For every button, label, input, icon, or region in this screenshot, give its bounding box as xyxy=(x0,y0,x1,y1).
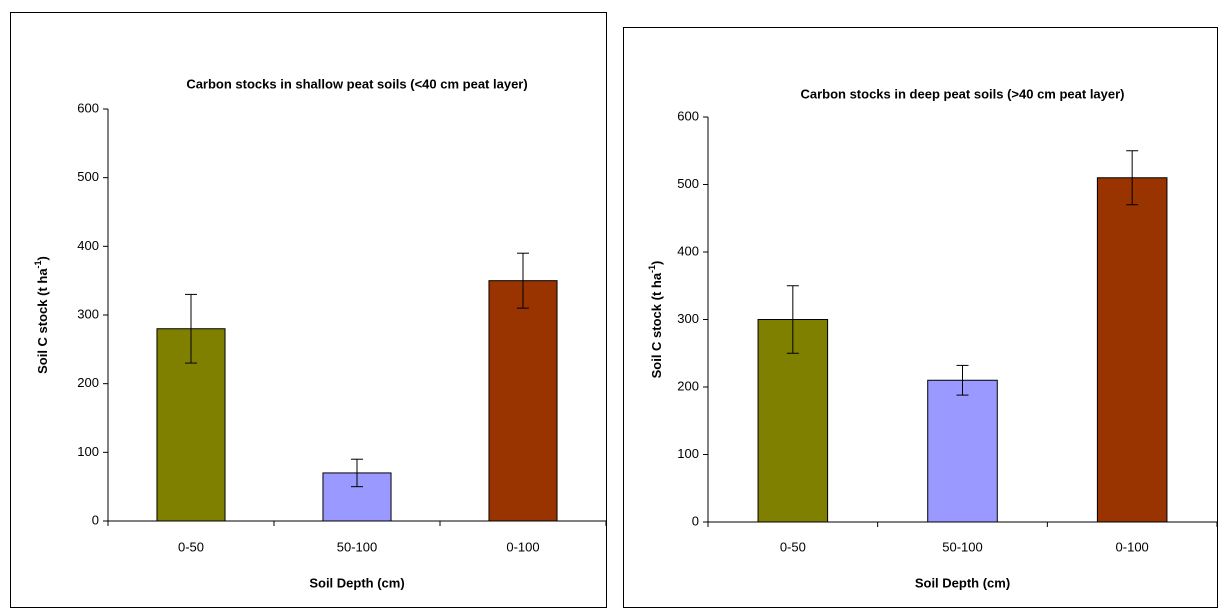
x-tick-label: 0-100 xyxy=(506,539,539,554)
x-tick-label: 0-50 xyxy=(178,539,204,554)
x-axis-title: Soil Depth (cm) xyxy=(309,575,404,590)
x-tick-label: 50-100 xyxy=(942,539,982,554)
y-tick-label: 100 xyxy=(77,444,99,459)
y-axis-title-sup: -1 xyxy=(33,260,43,268)
x-axis-title: Soil Depth (cm) xyxy=(915,575,1010,590)
chart-title: Carbon stocks in deep peat soils (>40 cm… xyxy=(800,86,1124,101)
y-tick-label: 400 xyxy=(77,238,99,253)
chart: Carbon stocks in deep peat soils (>40 cm… xyxy=(623,27,1218,608)
error-bar xyxy=(185,293,197,364)
y-tick-label: 0 xyxy=(92,512,99,527)
y-axis-title: Soil C stock (t ha-1) xyxy=(33,256,50,374)
error-bar xyxy=(1126,150,1139,206)
y-tick-label: 600 xyxy=(77,100,99,115)
y-tick-label: 400 xyxy=(677,243,699,258)
y-tick-label: 100 xyxy=(677,446,699,461)
error-bar xyxy=(517,252,529,309)
y-axis-title-text: Soil C stock (t ha xyxy=(649,272,664,378)
x-tick-label: 50-100 xyxy=(337,539,377,554)
bar xyxy=(322,472,392,522)
y-tick-label: 300 xyxy=(77,306,99,321)
y-axis-title-end: ) xyxy=(649,261,664,265)
y-tick-label: 300 xyxy=(677,311,699,326)
chart-title: Carbon stocks in shallow peat soils (<40… xyxy=(186,76,527,91)
y-tick-label: 500 xyxy=(77,169,99,184)
error-bar xyxy=(956,364,969,396)
y-axis-title-sup: -1 xyxy=(647,265,657,273)
error-bar xyxy=(351,458,363,488)
y-axis-title: Soil C stock (t ha-1) xyxy=(647,261,664,379)
error-bar xyxy=(786,285,799,354)
chart: Carbon stocks in shallow peat soils (<40… xyxy=(10,12,607,608)
y-tick-label: 0 xyxy=(692,513,699,528)
y-tick-label: 200 xyxy=(77,375,99,390)
bar xyxy=(927,379,998,523)
x-tick-label: 0-100 xyxy=(1116,539,1149,554)
bar xyxy=(1096,177,1168,523)
y-tick-label: 500 xyxy=(677,176,699,191)
y-tick-label: 200 xyxy=(677,378,699,393)
bar xyxy=(488,280,558,522)
x-tick-label: 0-50 xyxy=(780,539,806,554)
y-axis-title-end: ) xyxy=(35,256,50,260)
y-tick-label: 600 xyxy=(677,108,699,123)
y-axis-title-text: Soil C stock (t ha xyxy=(35,268,50,374)
